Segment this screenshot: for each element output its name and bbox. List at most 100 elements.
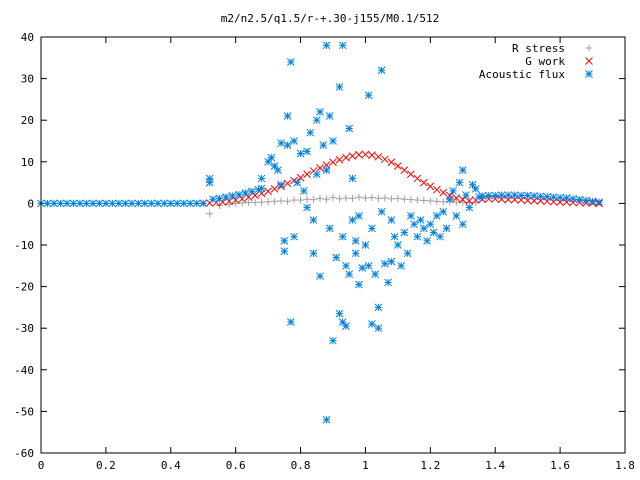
acoustic-flux-point [332,253,341,262]
acoustic-flux-point [166,199,175,208]
acoustic-flux-point [63,199,71,208]
g-work-point [270,184,279,193]
r-stress-point [420,196,428,204]
acoustic-flux-point [264,157,272,166]
acoustic-flux-point [439,207,448,216]
acoustic-flux-point [426,220,435,229]
y-tick-label: -30 [14,322,34,335]
legend-label-acoustic-flux: Acoustic flux [479,68,565,81]
acoustic-flux-point [89,199,97,208]
r-stress-point [374,194,382,202]
r-stress-point [264,198,272,206]
g-work-point [458,195,467,204]
g-work-point [445,191,454,200]
acoustic-flux-point [368,224,376,233]
g-work-point [368,151,376,159]
acoustic-flux-point [455,178,464,187]
acoustic-flux-point [368,320,376,328]
r-stress-point [284,197,292,205]
acoustic-flux-point [293,178,302,187]
acoustic-flux-point [338,318,347,326]
legend: R stress G work Acoustic flux [479,42,593,81]
g-work-point [452,194,461,202]
y-tick-label: -50 [14,405,34,418]
acoustic-flux-point [549,193,558,202]
acoustic-flux-point [186,199,195,208]
r-stress-point [335,195,343,203]
acoustic-flux-point [348,216,357,224]
acoustic-flux-point [215,194,224,203]
g-work-point [244,193,253,202]
acoustic-flux-point [582,196,590,205]
acoustic-flux-point [390,232,399,241]
r-stress-point [310,196,318,204]
acoustic-flux-point [108,199,117,208]
acoustic-flux-point [140,199,149,208]
acoustic-flux-point [43,199,52,208]
r-stress-point [413,196,421,204]
g-work-point [394,162,402,170]
acoustic-flux-point [316,272,324,281]
acoustic-flux-point [134,199,143,208]
g-work-point [342,153,350,162]
g-work-point [381,155,389,164]
y-tick-label: 10 [21,156,34,169]
g-work-point [238,194,247,203]
acoustic-flux-point [322,415,331,424]
acoustic-flux-point [309,249,318,258]
y-tick-label: 40 [21,31,34,44]
acoustic-flux-point [69,199,78,208]
acoustic-flux-point [286,318,295,326]
acoustic-flux-point [374,303,383,312]
r-stress-point [232,199,240,207]
legend-swatch-g-work [585,57,593,65]
acoustic-flux-point [536,192,545,201]
acoustic-flux-point [407,212,415,220]
acoustic-flux-point [364,261,373,270]
acoustic-flux-point [348,174,357,183]
acoustic-flux-point [235,190,243,199]
acoustic-flux-point [575,195,584,204]
acoustic-flux-point [209,195,217,204]
acoustic-flux-point [381,259,389,268]
r-stress-point [329,194,337,202]
acoustic-flux-point [416,216,425,224]
acoustic-flux-point [374,324,383,333]
acoustic-flux-point [273,166,282,174]
acoustic-flux-point [478,192,487,200]
acoustic-flux-point [403,249,412,258]
acoustic-flux-point [384,278,393,287]
series-acoustic-flux [37,41,603,424]
acoustic-flux-point [329,336,337,345]
acoustic-flux-point [442,224,451,233]
acoustic-flux-point [173,199,182,208]
r-stress-point [368,194,376,202]
r-stress-point [439,198,447,206]
acoustic-flux-point [303,203,311,212]
x-tick-label: 1.6 [550,459,570,472]
x-tick-label: 1.4 [485,459,505,472]
chart-title: m2/n2.5/q1.5/r-+.30-j155/M0.1/512 [221,12,440,25]
acoustic-flux-point [345,270,354,278]
y-tick-label: -10 [14,239,34,252]
acoustic-flux-point [222,193,230,202]
acoustic-flux-point [410,220,418,229]
acoustic-flux-point [283,141,292,150]
acoustic-flux-point [257,184,266,193]
acoustic-flux-point [296,149,305,158]
r-stress-point [381,194,389,202]
acoustic-flux-point [569,194,577,203]
acoustic-flux-point [465,203,474,212]
acoustic-flux-point [312,116,321,125]
g-work-point [251,191,259,200]
acoustic-flux-point [241,189,250,197]
r-stress-point [251,199,259,207]
acoustic-flux-point [484,191,493,200]
g-work-point [348,152,357,160]
acoustic-flux-point [517,191,526,200]
acoustic-flux-point [306,128,315,137]
acoustic-flux-point [283,112,292,120]
g-work-point [374,152,383,161]
acoustic-flux-point [319,141,328,150]
g-work-point [283,179,292,188]
